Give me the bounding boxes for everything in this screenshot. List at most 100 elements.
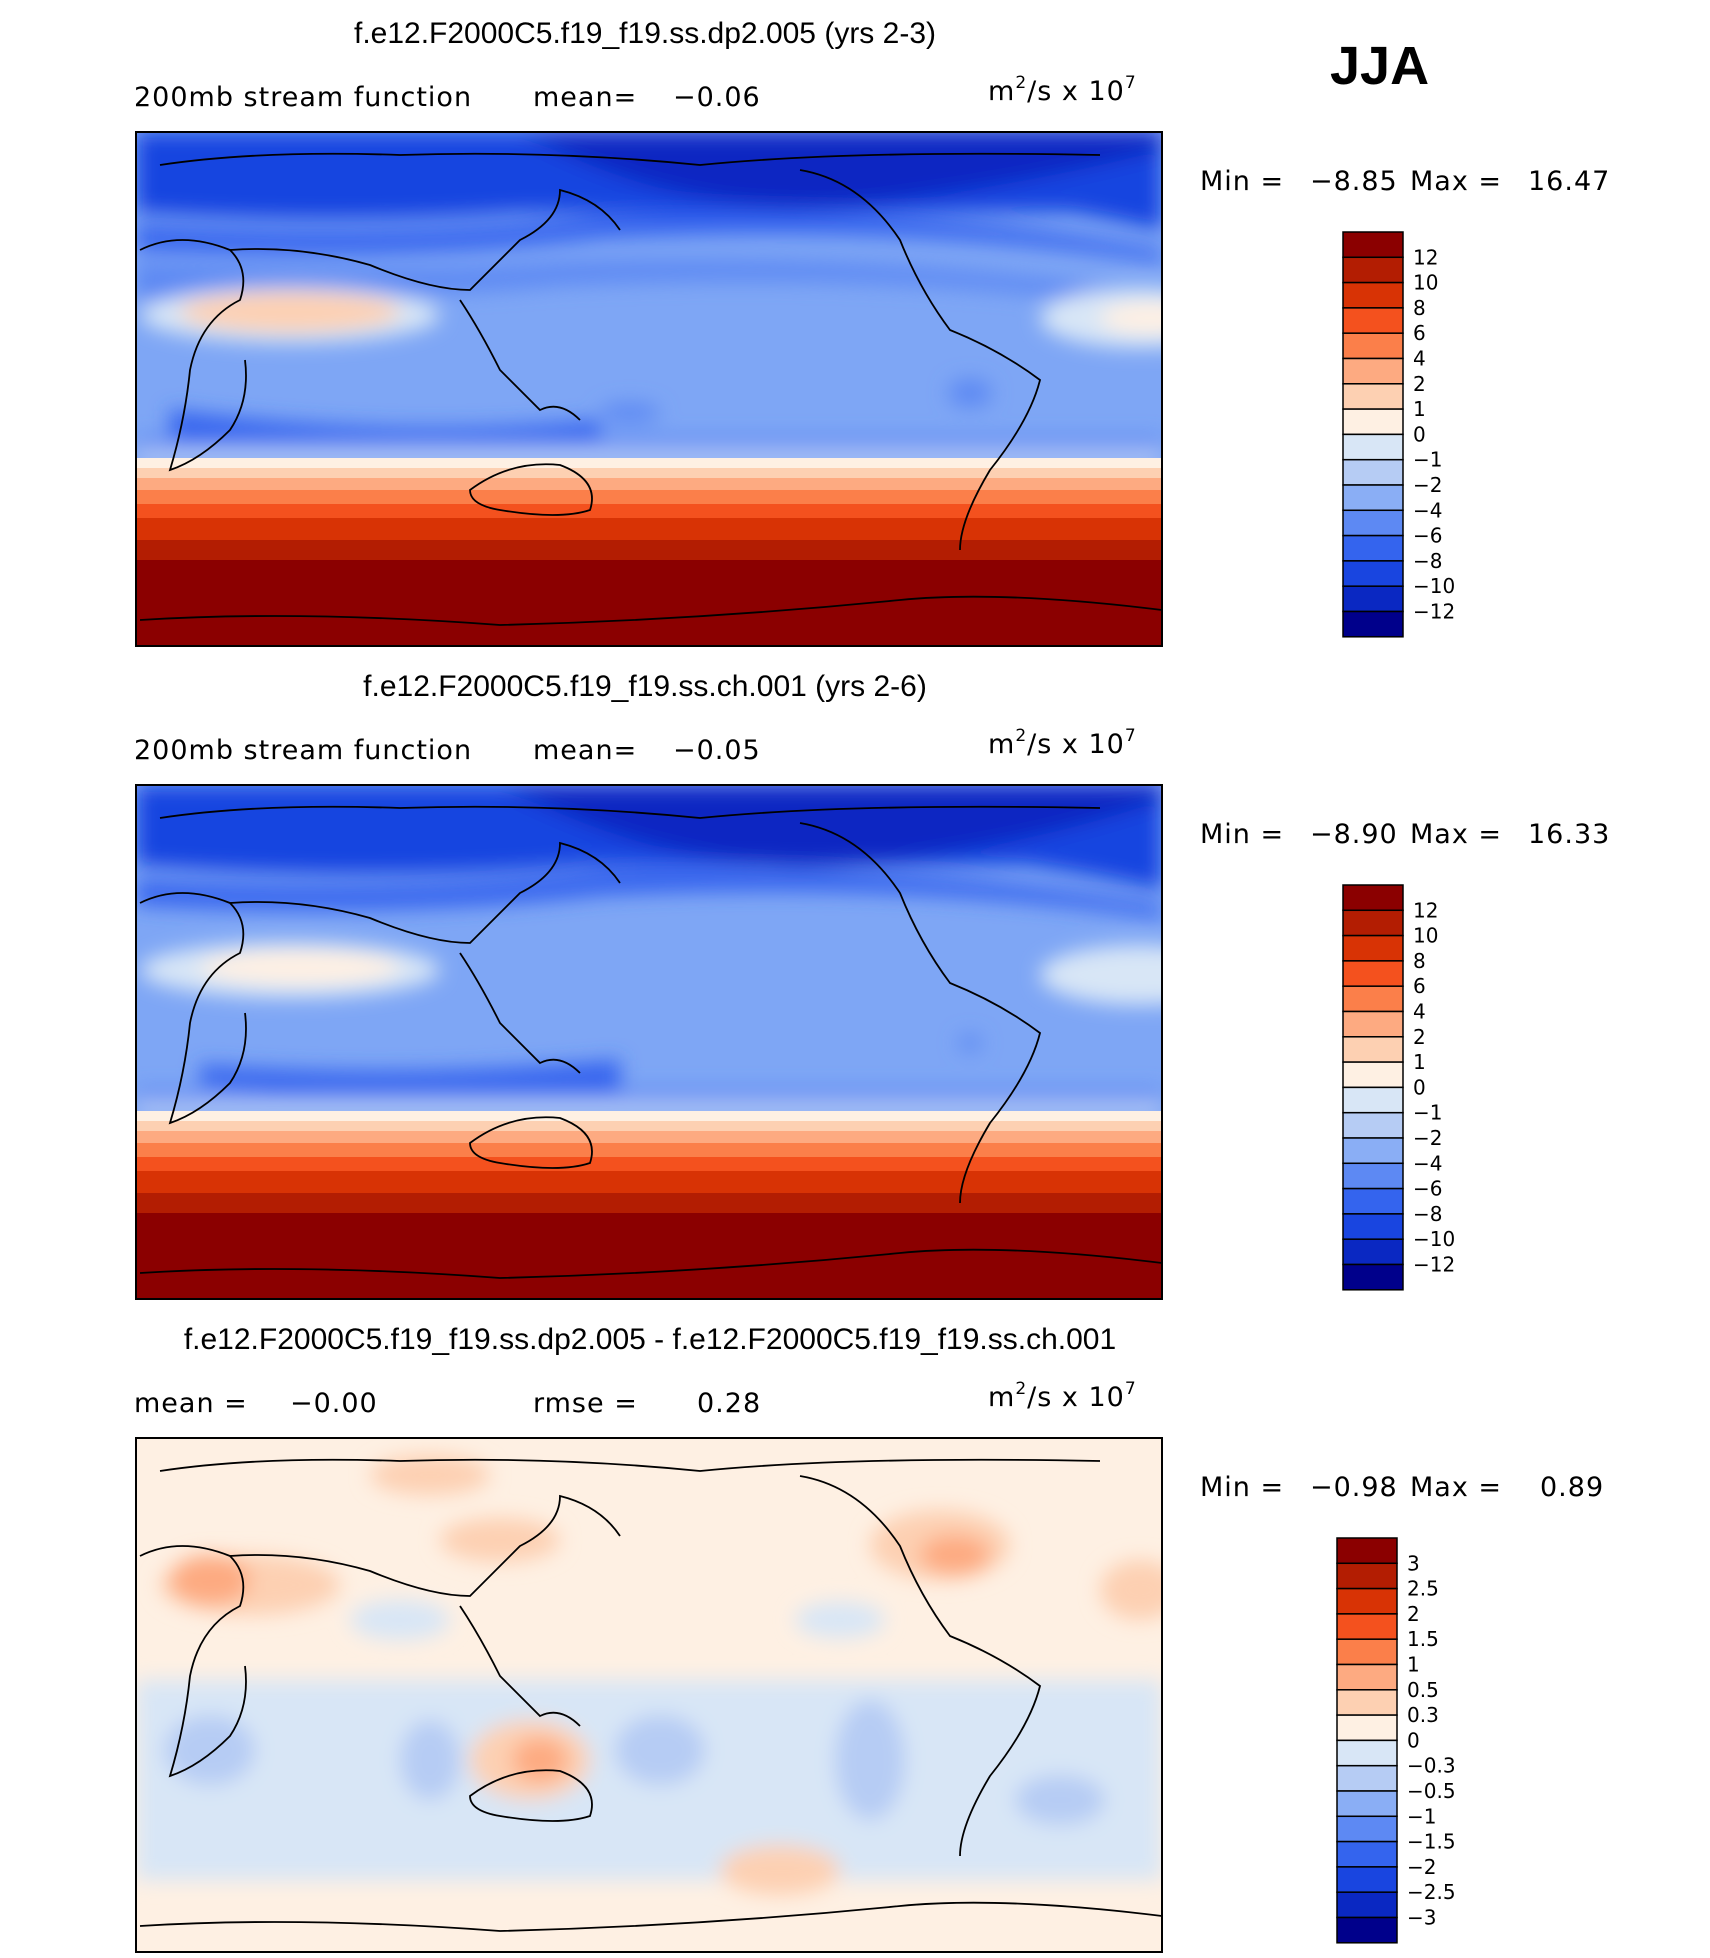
- coastlines: [139, 805, 1162, 1279]
- colorbar-swatch: [1342, 433, 1404, 461]
- colorbar-swatch: [1342, 585, 1404, 613]
- colorbar-swatch: [1336, 1663, 1398, 1691]
- colorbar-swatch: [1342, 458, 1404, 486]
- colorbar-tick-label: −1: [1413, 1101, 1442, 1125]
- colorbar-swatch: [1342, 884, 1404, 912]
- colorbar-swatch: [1342, 1086, 1404, 1114]
- colorbar-tick-label: 2.5: [1407, 1577, 1439, 1601]
- map-field: [136, 785, 1162, 1299]
- colorbar-swatch: [1342, 383, 1404, 410]
- colorbar-swatch: [1336, 1613, 1398, 1640]
- variable-label: 200mb stream function: [134, 82, 472, 113]
- coastlines: [139, 152, 1162, 626]
- colorbar-swatch: [1342, 1036, 1404, 1063]
- colorbar-swatch: [1342, 1111, 1404, 1139]
- max-label: Max =: [1410, 166, 1502, 197]
- colorbar-tick-label: −3: [1407, 1906, 1436, 1930]
- min-label: Min =: [1200, 166, 1284, 197]
- min-value: −0.98: [1310, 1472, 1398, 1503]
- max-label: Max =: [1410, 819, 1502, 850]
- map-frame: [135, 1437, 1163, 1953]
- colorbar-swatch: [1342, 610, 1404, 638]
- colorbar-swatch: [1336, 1764, 1398, 1792]
- max-value: 16.33: [1528, 819, 1610, 850]
- panel-2: f.e12.F2000C5.f19_f19.ss.ch.001 (yrs 2-6…: [134, 670, 1610, 1300]
- max-value: 0.89: [1540, 1472, 1604, 1503]
- colorbar-swatch: [1336, 1689, 1398, 1716]
- colorbar-tick-label: −4: [1413, 1151, 1442, 1175]
- colorbar-tick-label: 12: [1413, 898, 1438, 922]
- colorbar-tick-label: 4: [1413, 347, 1426, 371]
- colorbar-tick-label: −2: [1413, 1126, 1442, 1150]
- season-label: JJA: [1330, 36, 1429, 96]
- mean-label: mean=: [533, 82, 637, 113]
- colorbar-swatch: [1336, 1587, 1398, 1615]
- panel-title: f.e12.F2000C5.f19_f19.ss.ch.001 (yrs 2-6…: [363, 670, 927, 703]
- mean-label: mean=: [533, 735, 637, 766]
- colorbar-tick-label: 1: [1407, 1653, 1420, 1677]
- max-value: 16.47: [1528, 166, 1610, 197]
- colorbar-tick-label: −2.5: [1407, 1880, 1456, 1904]
- colorbar-swatch: [1342, 307, 1404, 334]
- colorbar-swatch: [1342, 484, 1404, 512]
- colorbar-tick-label: −1: [1407, 1804, 1436, 1828]
- colorbar-swatch: [1342, 909, 1404, 937]
- colorbar-swatch: [1342, 231, 1404, 259]
- colorbar-tick-label: 6: [1413, 321, 1426, 345]
- colorbar-swatch: [1336, 1790, 1398, 1818]
- panel-1: f.e12.F2000C5.f19_f19.ss.dp2.005 (yrs 2-…: [134, 17, 1610, 647]
- colorbar-tick-label: 1: [1413, 397, 1426, 421]
- colorbar-tick-label: −1: [1413, 448, 1442, 472]
- colorbar: 32.521.510.50.30−0.3−0.5−1−1.5−2−2.5−3: [1336, 1537, 1456, 1944]
- mean-value: −0.00: [290, 1388, 378, 1419]
- colorbar-swatch: [1342, 1213, 1404, 1240]
- mean-label: mean =: [134, 1388, 248, 1419]
- colorbar-tick-label: 2: [1407, 1602, 1420, 1626]
- colorbar-tick-label: 2: [1413, 1025, 1426, 1049]
- colorbar-tick-label: −4: [1413, 498, 1442, 522]
- colorbar-tick-label: 6: [1413, 974, 1426, 998]
- map-frame: [135, 784, 1163, 1300]
- colorbar-tick-label: 8: [1413, 949, 1426, 973]
- colorbar-swatch: [1342, 509, 1404, 537]
- colorbar-tick-label: −10: [1413, 574, 1455, 598]
- colorbar-swatch: [1342, 960, 1404, 987]
- colorbar-tick-label: −0.3: [1407, 1754, 1456, 1778]
- colorbar-tick-label: −8: [1413, 549, 1442, 573]
- colorbar-swatch: [1342, 357, 1404, 385]
- colorbar-tick-label: −2: [1407, 1855, 1436, 1879]
- colorbar-tick-label: −12: [1413, 1253, 1455, 1277]
- min-label: Min =: [1200, 1472, 1284, 1503]
- map-field: [136, 132, 1162, 646]
- colorbar-swatch: [1342, 534, 1404, 562]
- colorbar-swatch: [1336, 1866, 1398, 1893]
- colorbar-swatch: [1342, 1010, 1404, 1038]
- colorbar-tick-label: −6: [1413, 1177, 1442, 1201]
- min-value: −8.85: [1310, 166, 1398, 197]
- colorbar-tick-label: 4: [1413, 1000, 1426, 1024]
- rmse-label: rmse =: [533, 1388, 638, 1419]
- colorbar-swatch: [1342, 1061, 1404, 1089]
- panel-title: f.e12.F2000C5.f19_f19.ss.dp2.005 - f.e12…: [184, 1323, 1116, 1356]
- colorbar-tick-label: −6: [1413, 524, 1442, 548]
- units-label: m2/s x 107: [988, 73, 1137, 107]
- colorbar-swatch: [1342, 934, 1404, 962]
- rmse-value: 0.28: [697, 1388, 761, 1419]
- colorbar-tick-label: −10: [1413, 1227, 1455, 1251]
- colorbar-swatch: [1336, 1840, 1398, 1868]
- colorbar-tick-label: 3: [1407, 1551, 1420, 1575]
- colorbar-tick-label: 0: [1407, 1728, 1420, 1752]
- colorbar-tick-label: 8: [1413, 296, 1426, 320]
- colorbar-tick-label: −0.5: [1407, 1779, 1456, 1803]
- colorbar-swatch: [1342, 1238, 1404, 1266]
- colorbar-tick-label: 0: [1413, 1075, 1426, 1099]
- colorbar-swatch: [1336, 1537, 1398, 1565]
- mean-value: −0.05: [673, 735, 761, 766]
- colorbar-swatch: [1342, 408, 1404, 436]
- units-label: m2/s x 107: [988, 726, 1137, 760]
- min-value: −8.90: [1310, 819, 1398, 850]
- map-field: [136, 1438, 1162, 1952]
